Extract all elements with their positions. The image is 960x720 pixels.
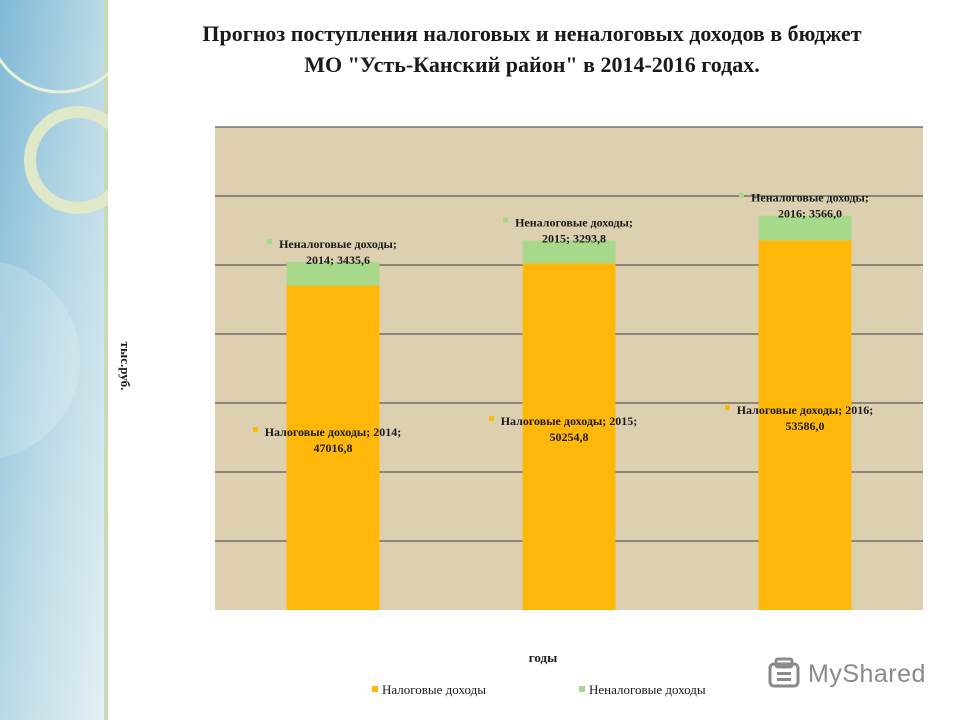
chart-title-line-1: Прогноз поступления налоговых и неналого… <box>202 21 862 46</box>
bars <box>286 215 852 611</box>
data-label-tax-line2: 53586,0 <box>786 419 825 433</box>
data-label-tax-line1: Налоговые доходы; 2016; <box>737 403 874 417</box>
data-labels: Налоговые доходы; 2014; 47016,8 Неналоговы… <box>253 191 873 455</box>
chart-title-line-2: МО "Усть-Канский район" в 2014-2016 года… <box>304 52 760 77</box>
data-label-key-nontax <box>267 238 272 244</box>
legend: Налоговые доходы Неналоговые доходы <box>372 682 706 697</box>
legend-label-tax: Налоговые доходы <box>382 682 486 697</box>
bar-tax-2015 <box>522 263 616 610</box>
data-label-key-tax <box>725 405 730 411</box>
y-axis-label: тыс.руб. <box>118 342 133 391</box>
data-label-key-nontax <box>503 217 508 223</box>
bar-nontax-2016 <box>758 215 852 241</box>
side-decoration <box>0 0 108 720</box>
data-label-nontax-line2: 2014; 3435,6 <box>306 253 370 267</box>
data-label-tax-line2: 50254,8 <box>550 430 589 444</box>
data-label-key-tax <box>489 416 494 422</box>
chart-title: Прогноз поступления налоговых и неналого… <box>112 18 952 80</box>
data-label-nontax-line1: Неналоговые доходы; <box>279 237 397 251</box>
data-label-nontax-line1: Неналоговые доходы; <box>751 191 869 205</box>
bar-nontax-2014 <box>286 261 380 286</box>
data-label-tax-line2: 47016,8 <box>314 441 353 455</box>
watermark-logo <box>768 657 800 688</box>
legend-label-nontax: Неналоговые доходы <box>589 682 706 697</box>
data-label-tax-line1: Налоговые доходы; 2014; <box>265 425 402 439</box>
bar-tax-2016 <box>758 240 852 611</box>
bar-nontax-2015 <box>522 240 616 264</box>
bar-tax-2014 <box>286 285 380 610</box>
data-label-nontax-line2: 2015; 3293,8 <box>542 232 606 246</box>
x-axis-label: годы <box>529 650 557 665</box>
legend-swatch-nontax <box>579 686 585 692</box>
legend-swatch-tax <box>372 686 378 692</box>
data-label-nontax-line2: 2016; 3566,0 <box>778 207 842 221</box>
data-label-nontax-line1: Неналоговые доходы; <box>515 216 633 230</box>
data-label-key-tax <box>253 427 258 433</box>
data-label-tax-line1: Налоговые доходы; 2015; <box>501 414 638 428</box>
data-label-key-nontax <box>739 192 744 198</box>
watermark-text: MyShared <box>808 660 926 688</box>
